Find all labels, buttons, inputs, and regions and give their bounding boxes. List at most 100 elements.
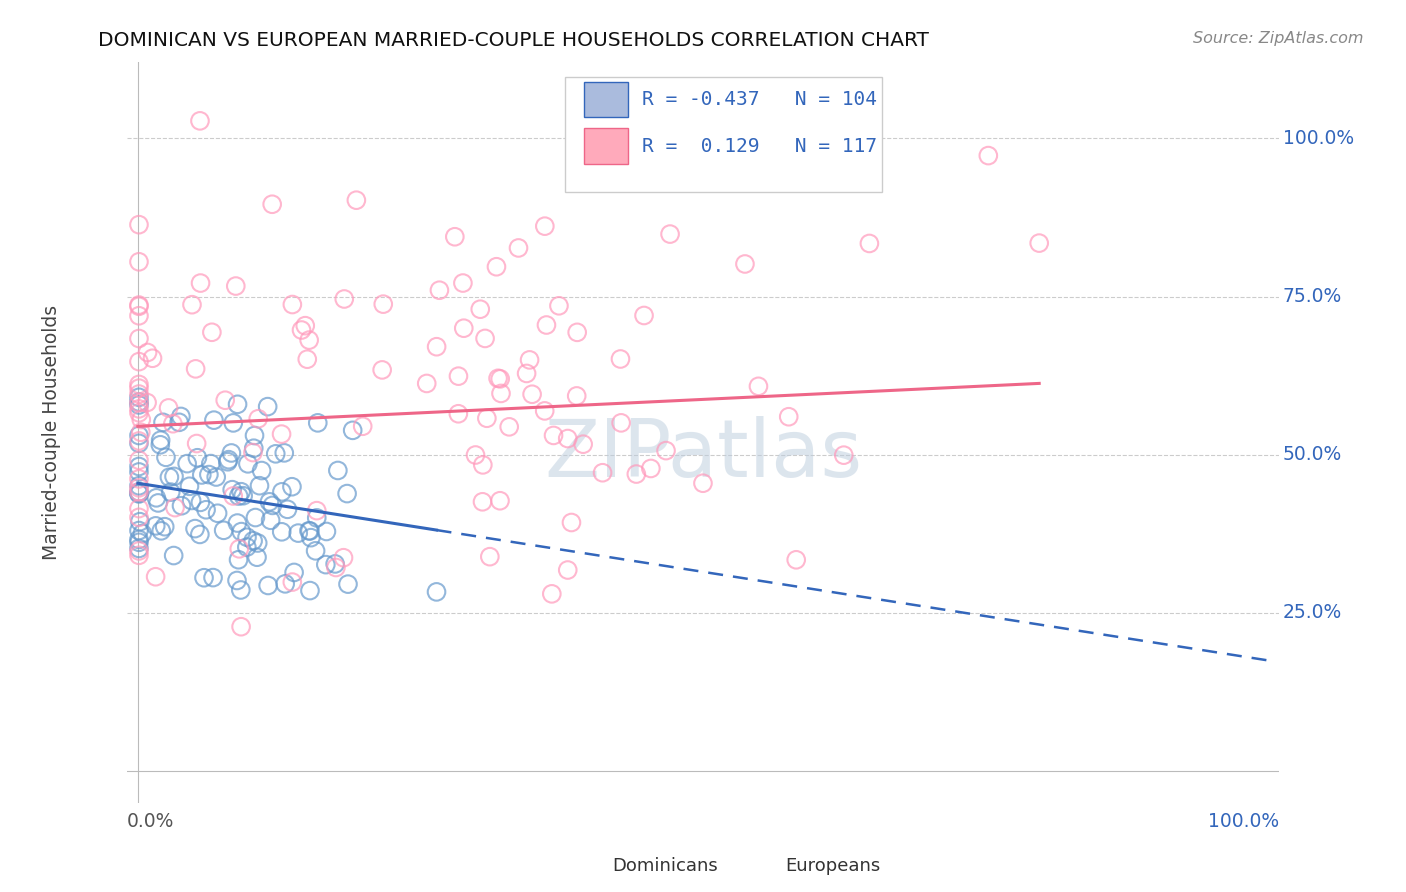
Point [259,495,281,509]
Point [498,420,520,434]
Point [287,526,309,541]
Point [297,352,319,367]
Point [145,519,167,533]
Point [298,583,321,598]
Text: 100.0%: 100.0% [1282,128,1354,148]
Point [155,450,177,465]
Point [180,493,202,508]
Point [534,219,557,234]
Point [128,434,150,448]
Point [207,506,229,520]
Point [325,560,347,574]
Point [128,484,150,499]
Point [202,413,225,427]
Point [152,415,174,429]
Point [218,452,240,467]
Point [176,457,198,471]
Point [262,499,284,513]
Point [548,299,571,313]
Point [128,524,150,538]
Point [333,292,356,306]
Point [425,585,447,599]
Point [778,409,800,424]
Point [832,448,855,462]
Bar [571,854,603,878]
Point [543,428,565,442]
Point [827,100,849,114]
Point [533,404,555,418]
Point [464,448,486,462]
Point [262,197,284,211]
Point [128,479,150,493]
Point [572,437,595,451]
Point [232,489,254,503]
Point [236,530,259,544]
Point [290,323,312,337]
Point [519,352,541,367]
Point [128,533,150,547]
FancyBboxPatch shape [565,78,882,192]
Point [246,536,269,550]
Point [242,533,264,548]
Point [128,453,150,467]
Point [128,472,150,486]
Point [557,432,579,446]
Point [747,379,769,393]
Point [229,620,252,634]
Point [181,298,204,312]
Point [128,541,150,556]
Point [270,427,292,442]
Point [170,499,193,513]
Text: 0.0%: 0.0% [127,813,174,831]
Point [129,412,152,426]
Point [149,433,172,447]
Point [128,549,150,563]
Point [315,558,337,572]
Point [128,218,150,232]
Point [485,260,508,274]
Point [128,332,150,346]
Point [128,481,150,495]
Point [489,372,512,386]
Text: Source: ZipAtlas.com: Source: ZipAtlas.com [1194,31,1364,46]
Point [242,445,264,459]
Point [128,459,150,474]
Point [200,457,222,471]
Point [337,577,360,591]
Point [136,345,159,359]
Point [273,446,295,460]
Point [226,574,249,588]
Point [195,502,218,516]
Point [128,395,150,409]
Point [201,326,224,340]
Point [128,487,150,501]
Point [145,491,167,505]
Bar [744,854,776,878]
Point [560,516,582,530]
Point [190,276,212,290]
Point [229,484,252,499]
Point [478,549,501,564]
Point [202,571,225,585]
Point [592,466,614,480]
Point [516,367,538,381]
Point [640,461,662,475]
Point [249,479,271,493]
Point [453,321,475,335]
Point [470,302,492,317]
Point [336,486,359,500]
Point [858,236,880,251]
Point [128,354,150,368]
Text: Married-couple Households: Married-couple Households [42,305,60,560]
Point [150,524,173,538]
Point [281,480,304,494]
Point [128,401,150,416]
Point [307,416,329,430]
Point [236,540,259,554]
Point [633,309,655,323]
Point [128,510,150,524]
Point [128,428,150,442]
Text: 50.0%: 50.0% [1282,445,1343,464]
Point [247,411,270,425]
Point [236,457,259,471]
